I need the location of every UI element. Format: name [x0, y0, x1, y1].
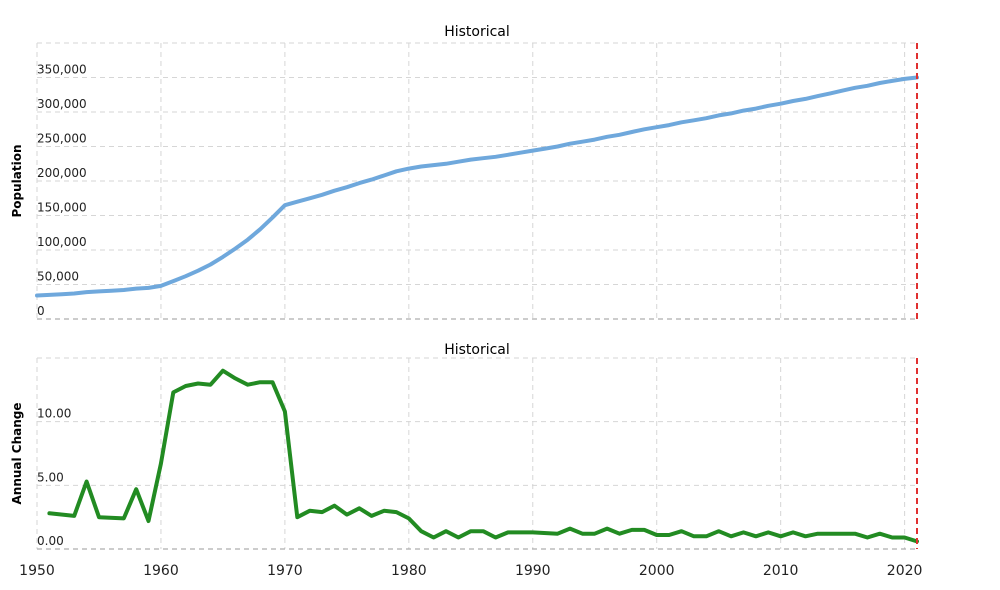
panel-1-y-axis-label: Population: [10, 144, 24, 217]
panel-2-xtick-label: 2000: [639, 563, 675, 579]
panel-1-ytick-label: 300,000: [37, 97, 87, 111]
panel-2-ytick-label: 0.00: [37, 534, 64, 548]
panel-2-title: Historical: [444, 342, 510, 358]
panel-1-ytick-label: 150,000: [37, 201, 87, 215]
panel-2-series-line: [47, 368, 919, 544]
panel-1-ytick-label: 350,000: [37, 63, 87, 77]
panel-2-xtick-label: 2010: [763, 563, 799, 579]
panel-2-ytick-label: 5.00: [37, 470, 64, 484]
panel-2-ytick-label: 10.00: [37, 407, 71, 421]
panel-2-xtick-label: 1980: [391, 563, 427, 579]
panel-2-y-axis-label: Annual Change: [10, 402, 24, 504]
panel-2-xtick-label: 1960: [143, 563, 179, 579]
panel-1-ytick-label: 250,000: [37, 132, 87, 146]
panel-2-xtick-label: 2020: [887, 563, 923, 579]
panel-2-xtick-label: 1970: [267, 563, 303, 579]
panel-1-ytick-label: 0: [37, 304, 45, 318]
panel-1-ytick-label: 200,000: [37, 166, 87, 180]
panel-2-xtick-label: 1990: [515, 563, 551, 579]
panel-1-title: Historical: [444, 24, 510, 40]
panel-1-ytick-label: 50,000: [37, 270, 79, 284]
panel-1-ytick-label: 100,000: [37, 235, 87, 249]
panel-2-xtick-label: 1950: [19, 563, 55, 579]
panel-1-series-line: [35, 75, 919, 298]
